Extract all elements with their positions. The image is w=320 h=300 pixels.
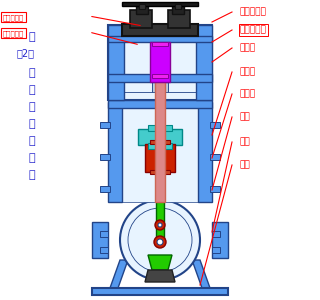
Text: 机: 机 <box>29 102 35 112</box>
Circle shape <box>120 200 200 280</box>
Bar <box>175 4 181 9</box>
Bar <box>108 102 122 202</box>
Bar <box>100 122 110 128</box>
Text: 机座: 机座 <box>240 160 251 169</box>
Text: （2）: （2） <box>17 48 35 58</box>
Bar <box>172 6 184 14</box>
Circle shape <box>157 239 163 245</box>
Bar <box>152 42 168 46</box>
Bar <box>212 247 220 253</box>
Bar <box>196 25 212 100</box>
Bar <box>210 122 220 128</box>
Bar <box>212 222 228 258</box>
Bar <box>122 108 198 202</box>
Bar <box>148 143 172 149</box>
Text: 机: 机 <box>29 136 35 146</box>
Bar <box>168 32 196 92</box>
Bar <box>108 100 212 108</box>
Circle shape <box>128 208 192 272</box>
Bar <box>122 24 198 36</box>
Bar <box>152 74 168 78</box>
Bar <box>148 125 172 131</box>
Text: 气缸组: 气缸组 <box>240 44 256 52</box>
Text: 一级排气阀: 一级排气阀 <box>3 30 24 37</box>
Bar <box>138 129 182 145</box>
Bar <box>108 25 212 100</box>
Bar <box>130 10 152 28</box>
Bar <box>108 36 212 42</box>
Bar <box>100 231 108 237</box>
Bar <box>168 10 190 28</box>
Text: 一级吸气阀: 一级吸气阀 <box>240 8 267 16</box>
Bar <box>108 74 212 82</box>
Bar <box>210 154 220 160</box>
Polygon shape <box>110 260 128 288</box>
Bar <box>156 190 164 242</box>
Polygon shape <box>145 270 175 282</box>
Bar <box>139 4 145 9</box>
Bar <box>145 144 175 172</box>
Bar <box>155 82 165 202</box>
Text: 二级排气阀: 二级排气阀 <box>240 26 267 34</box>
Text: 压: 压 <box>29 85 35 95</box>
Text: 空: 空 <box>29 68 35 78</box>
Bar <box>122 2 198 6</box>
Bar <box>150 42 170 82</box>
Bar <box>198 102 212 202</box>
Text: 刮油环: 刮油环 <box>240 68 256 76</box>
Text: 曲轴: 曲轴 <box>240 137 251 146</box>
Bar <box>100 154 110 160</box>
Bar <box>210 186 220 192</box>
Text: 主: 主 <box>29 119 35 129</box>
Bar <box>92 288 228 295</box>
Text: 二级吸气阀: 二级吸气阀 <box>3 14 24 21</box>
Circle shape <box>158 223 162 227</box>
Text: 连杆: 连杆 <box>240 112 251 122</box>
Bar <box>124 32 152 92</box>
Bar <box>92 222 108 258</box>
Bar <box>108 25 124 100</box>
Polygon shape <box>192 260 210 288</box>
Bar <box>150 170 170 174</box>
Bar <box>100 247 108 253</box>
Circle shape <box>154 236 166 248</box>
Text: 图: 图 <box>29 32 35 42</box>
Bar <box>212 231 220 237</box>
Text: 图: 图 <box>29 170 35 180</box>
Bar <box>100 186 110 192</box>
Text: 十字头: 十字头 <box>240 89 256 98</box>
Bar <box>136 6 148 14</box>
Bar <box>152 32 168 92</box>
Bar <box>150 140 170 144</box>
Text: 总: 总 <box>29 153 35 163</box>
Polygon shape <box>148 255 172 270</box>
Circle shape <box>155 220 165 230</box>
